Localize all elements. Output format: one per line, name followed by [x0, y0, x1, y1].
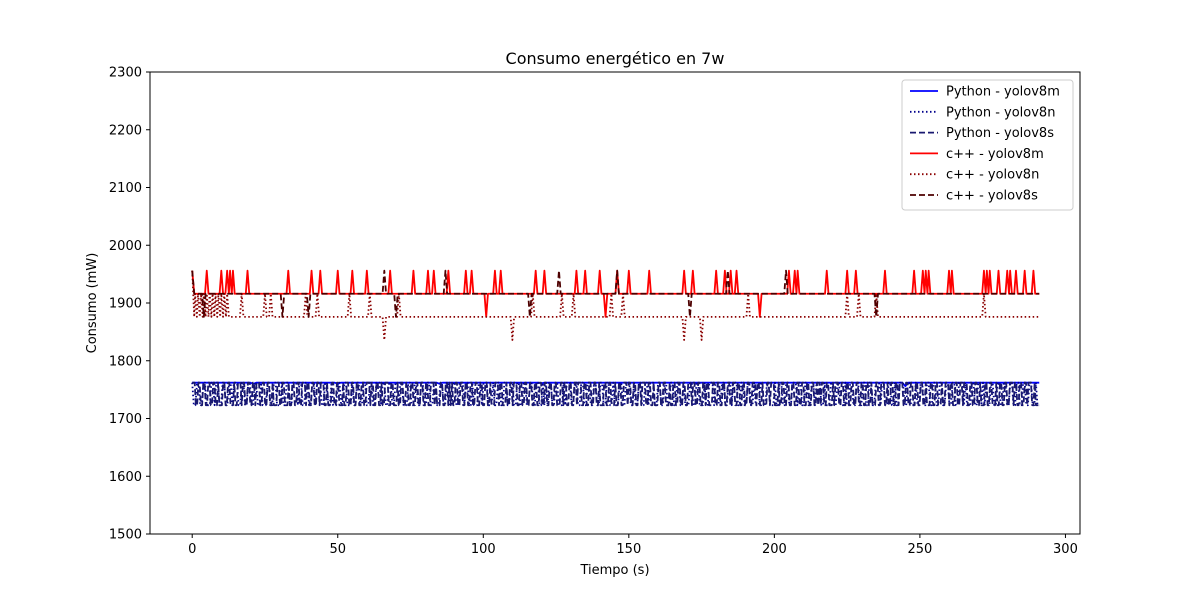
legend-label: Python - yolov8s: [946, 126, 1054, 141]
chart-title: Consumo energético en 7w: [506, 49, 725, 68]
y-tick-label: 1700: [109, 412, 142, 427]
x-axis: 0 50 100 150 200 250 300: [188, 534, 1078, 557]
x-tick-label: 50: [329, 542, 346, 557]
legend-label: Python - yolov8n: [946, 105, 1055, 120]
y-tick-label: 1600: [109, 470, 142, 485]
y-tick-label: 1800: [109, 354, 142, 369]
x-tick-label: 0: [188, 542, 196, 557]
legend: Python - yolov8m Python - yolov8n Python -…: [901, 79, 1074, 211]
y-tick-label: 1900: [109, 297, 142, 312]
series-line-6: [191, 269, 1040, 318]
y-tick-label: 2100: [109, 181, 142, 196]
y-tick-label: 2200: [109, 123, 142, 138]
x-axis-label: Tiempo (s): [579, 563, 649, 578]
x-tick-label: 300: [1053, 542, 1078, 557]
series-layer: [191, 269, 1040, 407]
y-tick-label: 2000: [109, 239, 142, 254]
legend-box: [901, 79, 1074, 211]
y-axis: 1500 1600 1700 1800 1900 2000 2100 2200 2300: [109, 66, 150, 543]
x-tick-label: 250: [907, 542, 932, 557]
legend-label: Python - yolov8m: [946, 85, 1060, 100]
x-tick-label: 100: [471, 542, 496, 557]
legend-label: c++ - yolov8s: [946, 189, 1038, 204]
x-tick-label: 150: [616, 542, 641, 557]
y-axis-label: Consumo (mW): [85, 253, 100, 354]
legend-label: c++ - yolov8n: [946, 168, 1039, 183]
y-tick-label: 2300: [109, 66, 142, 81]
y-tick-label: 1500: [109, 528, 142, 543]
series-line-5: [191, 270, 1040, 341]
x-tick-label: 200: [762, 542, 787, 557]
legend-label: c++ - yolov8m: [946, 147, 1044, 162]
series-line-3: [192, 381, 1039, 407]
